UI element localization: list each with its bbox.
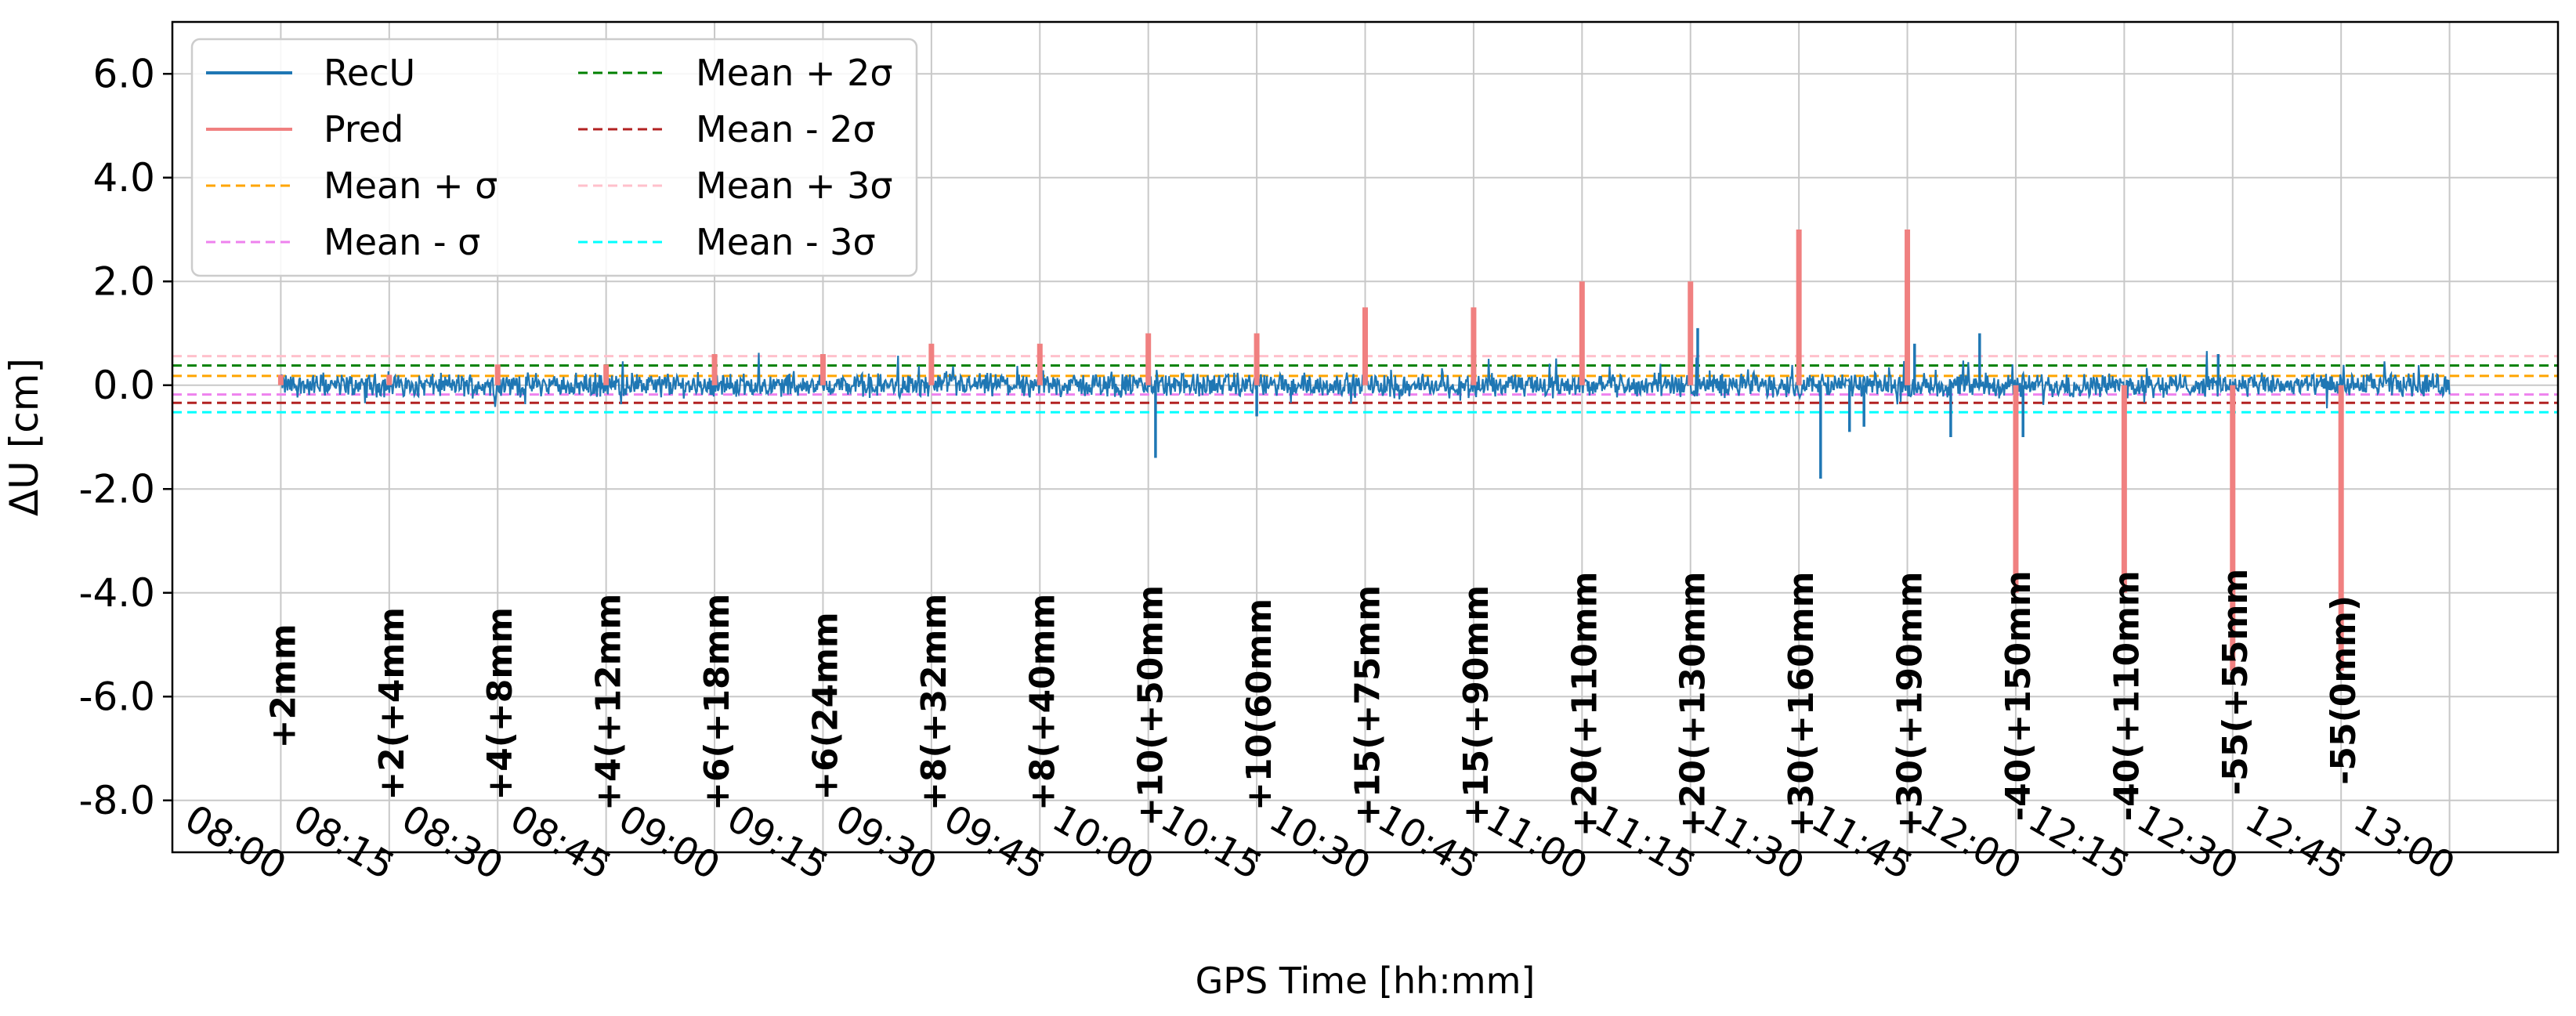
annotation-label: +20(+130mm (1673, 572, 1713, 837)
annotation-label: +8(+40mm (1022, 594, 1062, 811)
legend-label: RecU (324, 52, 415, 94)
legend-label: Mean - 2σ (696, 108, 876, 150)
annotation-label: +6(+18mm (697, 594, 737, 811)
annotation-label: +2mm (263, 624, 303, 748)
annotation-label: +20(+110mm (1565, 571, 1605, 837)
legend: RecU Pred Mean + σ Mean - σ Mean + 2σ Mean - … (190, 38, 918, 277)
annotation-label: +4(+8mm (480, 607, 520, 801)
legend-label: Mean - 3σ (696, 221, 876, 263)
legend-label: Mean - σ (324, 221, 480, 263)
annotation-label: +10(60mm (1239, 598, 1279, 811)
y-tick-label: -2.0 (78, 466, 155, 512)
annotation-label: +8(+32mm (914, 594, 954, 811)
annotation-label: +30(+160mm (1782, 572, 1822, 837)
pred-series (277, 230, 2344, 671)
y-tick-label: 0.0 (92, 363, 155, 408)
x-axis-label: GPS Time [hh:mm] (1196, 960, 1536, 1002)
y-tick-label: -4.0 (78, 570, 155, 616)
annotations: +2mm +2(+4mm +4(+8mm +4(+12mm +6(+18mm +6(24m… (263, 569, 2364, 837)
legend-label: Pred (324, 108, 403, 150)
annotation-label: +15(+90mm (1456, 585, 1496, 826)
y-axis-label: ΔU [cm] (2, 358, 47, 516)
annotation-label: +10(+50mm (1131, 585, 1171, 826)
y-tick-label: -8.0 (78, 778, 155, 823)
annotation-label: +2(+4mm (372, 607, 412, 801)
annotation-label: -55(+55mm (2216, 569, 2256, 795)
legend-label: Mean + 3σ (696, 165, 893, 207)
legend-label: Mean + σ (324, 165, 497, 207)
y-tick-label: 4.0 (92, 155, 155, 201)
annotation-label: -40(+150mm (1999, 570, 2039, 821)
y-tick-label: -6.0 (78, 674, 155, 719)
legend-label: Mean + 2σ (696, 52, 893, 94)
annotation-label: +6(24mm (805, 612, 845, 801)
annotation-label: +4(+12mm (589, 594, 629, 811)
annotation-label: +15(+75mm (1348, 585, 1388, 826)
annotation-label: -55(0mm) (2324, 595, 2364, 785)
y-tick-label: 2.0 (92, 259, 155, 304)
legend-box (190, 38, 918, 277)
y-tick-label: 6.0 (92, 51, 155, 96)
annotation-label: +30(+190mm (1890, 572, 1930, 837)
annotation-label: -40(+110mm (2107, 570, 2147, 821)
